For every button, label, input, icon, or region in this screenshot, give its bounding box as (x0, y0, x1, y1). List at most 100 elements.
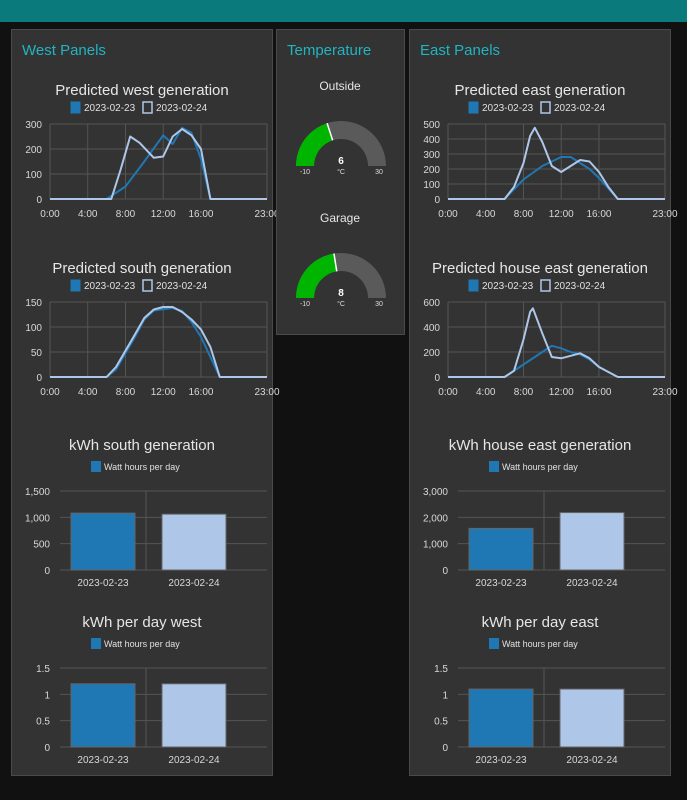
gauge-needle (333, 253, 338, 272)
gauge-min: -10 (300, 301, 310, 308)
gauge-outside: Outside 6°C -10 30 (296, 79, 386, 176)
chart-house-east-generation: Predicted house east generation 2023-02-2… (423, 260, 678, 398)
series-line-2 (50, 306, 267, 378)
x-tick-label: 12:00 (549, 209, 574, 220)
y-tick-label: 400 (423, 323, 440, 334)
gauge-card-outside: Outside 6 °C -10 30 (277, 74, 404, 184)
chart-title: kWh house east generation (449, 437, 632, 454)
series-line-1 (448, 156, 665, 200)
x-tick-label: 8:00 (116, 387, 136, 398)
x-tick-label: 8:00 (514, 387, 534, 398)
chart-south-kwh: kWh south generation Watt hours per day 1,… (25, 437, 267, 589)
bar-2 (559, 688, 625, 748)
legend-swatch (489, 638, 499, 649)
y-tick-label: 600 (423, 298, 440, 309)
x-tick-label: 0:00 (438, 209, 458, 220)
legend-label: Watt hours per day (104, 639, 180, 649)
legend-swatch (489, 461, 499, 472)
gauge-unit: °C (337, 300, 345, 308)
top-bar (0, 0, 687, 22)
legend-swatch-1 (70, 101, 81, 114)
group-temperature: Temperature Outside 6 °C -10 30 Garage 8 °C -10… (276, 29, 405, 335)
y-tick-label: 200 (423, 165, 440, 176)
y-tick-label: 500 (423, 120, 440, 131)
series-line-2 (50, 128, 267, 200)
bar-1 (70, 512, 136, 571)
y-tick-label: 0 (36, 195, 42, 206)
chart-title: Predicted west generation (55, 82, 228, 99)
chart-west-generation: Predicted west generation 2023-02-23 2023-… (25, 82, 280, 220)
x-tick-label: 2023-02-24 (566, 755, 618, 766)
legend-swatch-1 (468, 279, 479, 292)
x-tick-label: 4:00 (476, 209, 496, 220)
y-tick-label: 200 (423, 348, 440, 359)
y-tick-label: 1,000 (423, 540, 448, 551)
chart-title: Predicted house east generation (432, 260, 648, 277)
group-title-west: West Panels (22, 42, 106, 59)
chart-card-west-kwh: kWh per day west Watt hours per day 1.5 1 0.… (12, 612, 272, 782)
y-tick-label: 100 (25, 170, 42, 181)
x-tick-label: 12:00 (151, 209, 176, 220)
gauge-value: 6 (338, 156, 344, 167)
group-west-panels: West Panels Predicted west generation 202… (11, 29, 280, 776)
legend-swatch-2 (142, 279, 153, 292)
legend-label-1: 2023-02-23 (84, 103, 136, 114)
y-tick-label: 50 (31, 348, 43, 359)
chart-house-east-kwh: kWh house east generation Watt hours per … (423, 437, 665, 589)
chart-east-generation: Predicted east generation 2023-02-23 2023-… (423, 82, 678, 220)
y-tick-label: 300 (25, 120, 42, 131)
legend-swatch-2 (540, 279, 551, 292)
x-tick-label: 16:00 (586, 209, 611, 220)
y-tick-label: 0.5 (36, 717, 50, 728)
gauge-max: 30 (375, 301, 383, 308)
chart-south-generation: Predicted south generation 2023-02-23 2023… (25, 260, 280, 398)
chart-east-kwh: kWh per day east Watt hours per day 1.5 1 0.… (434, 614, 665, 766)
y-tick-label: 1,500 (25, 487, 50, 498)
legend-label-2: 2023-02-24 (156, 103, 208, 114)
gauge-fill (296, 123, 333, 166)
gauge-needle (326, 122, 334, 141)
y-tick-label: 1,000 (25, 513, 50, 524)
group-east-panels: East Panels Predicted east generation 202… (409, 29, 678, 776)
gauge-label: Garage (320, 211, 360, 225)
x-tick-label: 2023-02-23 (475, 755, 527, 766)
chart-card-house-east-generation: Predicted house east generation 2023-02-2… (410, 258, 678, 428)
chart-card-east-generation: Predicted east generation 2023-02-23 2023-… (410, 80, 678, 250)
y-tick-label: 300 (423, 150, 440, 161)
x-tick-label: 4:00 (476, 387, 496, 398)
y-tick-label: 1 (442, 690, 448, 701)
y-tick-label: 1.5 (434, 664, 448, 675)
y-tick-label: 400 (423, 135, 440, 146)
y-tick-label: 0 (36, 373, 42, 384)
x-tick-label: 0:00 (40, 209, 60, 220)
x-tick-label: 2023-02-24 (566, 578, 618, 589)
chart-card-west-generation: Predicted west generation 2023-02-23 2023-… (12, 80, 280, 250)
chart-west-kwh: kWh per day west Watt hours per day 1.5 1 0.… (36, 614, 267, 766)
legend-swatch-1 (70, 279, 81, 292)
x-tick-label: 16:00 (188, 387, 213, 398)
gauge-card-garage: Garage 8 °C -10 30 (277, 206, 404, 316)
group-title-east: East Panels (420, 42, 501, 59)
chart-title: Predicted south generation (52, 260, 231, 277)
legend-label: Watt hours per day (502, 462, 578, 472)
group-title-temperature: Temperature (287, 42, 372, 59)
y-tick-label: 150 (25, 298, 42, 309)
x-tick-label: 23:00 (254, 209, 279, 220)
chart-card-south-kwh: kWh south generation Watt hours per day 1,… (12, 435, 272, 605)
y-tick-label: 0 (442, 743, 448, 754)
legend-swatch (91, 638, 101, 649)
chart-card-east-kwh: kWh per day east Watt hours per day 1.5 1 0.… (410, 612, 670, 782)
legend-swatch (91, 461, 101, 472)
legend-label-1: 2023-02-23 (84, 281, 136, 292)
x-tick-label: 23:00 (254, 387, 279, 398)
x-tick-label: 8:00 (514, 209, 534, 220)
legend-label-1: 2023-02-23 (482, 103, 534, 114)
x-tick-label: 2023-02-24 (168, 755, 220, 766)
series-line-2 (448, 126, 665, 200)
legend-label-2: 2023-02-24 (156, 281, 208, 292)
y-tick-label: 0 (434, 373, 440, 384)
legend-label: Watt hours per day (502, 639, 578, 649)
x-tick-label: 12:00 (549, 387, 574, 398)
bar-2 (559, 512, 625, 571)
y-tick-label: 0 (442, 566, 448, 577)
